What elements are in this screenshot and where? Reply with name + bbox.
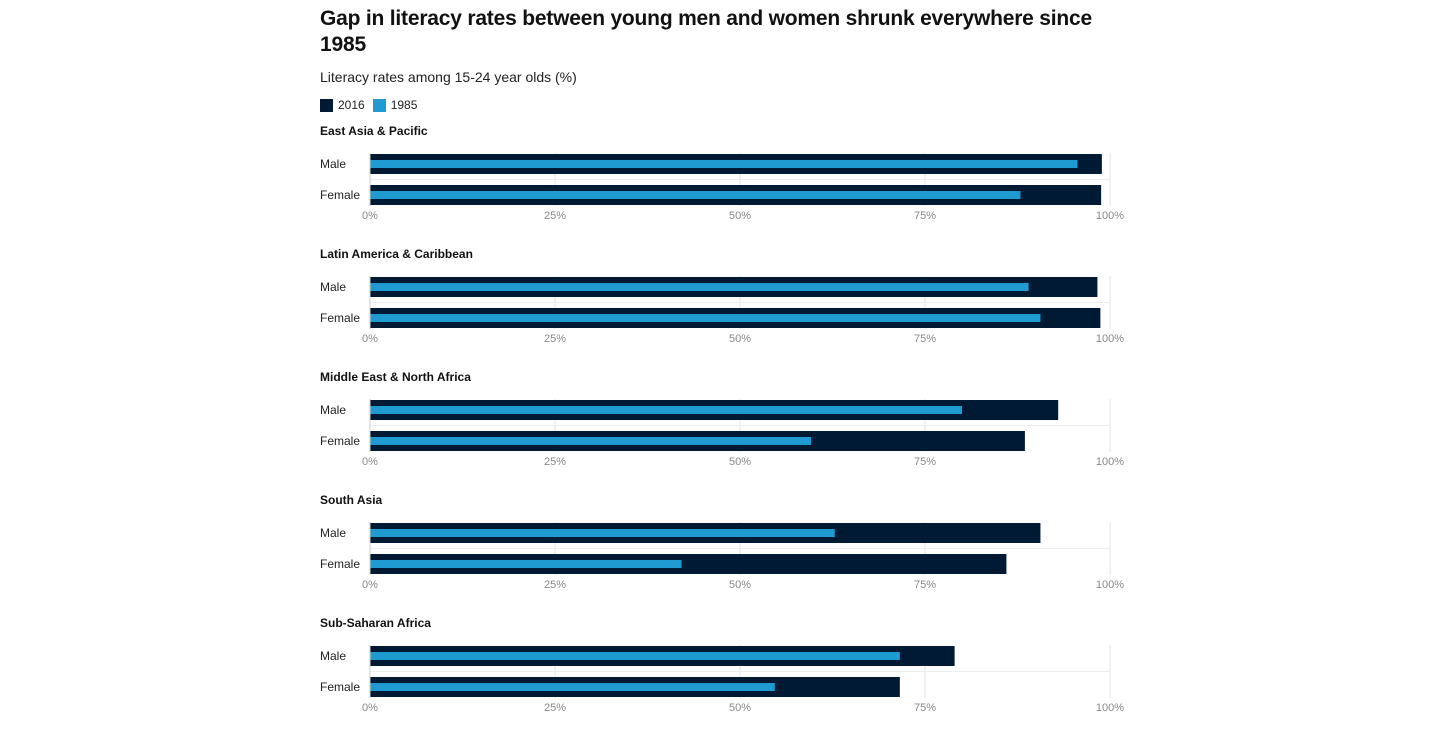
bar-1985-sub-saharan-africa-male <box>370 652 900 660</box>
tick-label-middle-east-north-africa-2: 50% <box>729 456 751 468</box>
tick-label-sub-saharan-africa-2: 50% <box>729 702 751 714</box>
panel-title-sub-saharan-africa: Sub-Saharan Africa <box>320 616 431 630</box>
legend: 2016 1985 <box>320 96 1120 114</box>
chart-title: Gap in literacy rates between young men … <box>320 7 1092 56</box>
category-label-south-asia-female: Female <box>320 557 360 571</box>
tick-label-middle-east-north-africa-3: 75% <box>914 456 936 468</box>
legend-label-1985: 1985 <box>390 98 418 112</box>
tick-label-east-asia-pacific-4: 100% <box>1096 210 1124 222</box>
legend-swatch-1985 <box>372 98 386 112</box>
legend-swatch-2016 <box>320 98 333 112</box>
tick-label-sub-saharan-africa-3: 75% <box>914 702 936 714</box>
category-label-east-asia-pacific-male: Male <box>320 157 346 171</box>
chart-subtitle: Literacy rates among 15-24 year olds (%) <box>320 69 577 85</box>
category-label-middle-east-north-africa-female: Female <box>320 434 360 448</box>
chart-container: Gap in literacy rates between young men … <box>320 6 1124 714</box>
tick-label-east-asia-pacific-3: 75% <box>914 210 936 222</box>
bar-1985-latin-america-caribbean-male <box>370 283 1029 291</box>
legend-item-1985: 1985 <box>372 98 418 112</box>
category-label-east-asia-pacific-female: Female <box>320 188 360 202</box>
tick-label-south-asia-2: 50% <box>729 579 751 591</box>
tick-label-south-asia-0: 0% <box>362 579 378 591</box>
bar-1985-latin-america-caribbean-female <box>370 314 1041 322</box>
legend-item-2016: 2016 <box>320 98 365 112</box>
bar-1985-sub-saharan-africa-female <box>370 683 775 691</box>
tick-label-middle-east-north-africa-0: 0% <box>362 456 378 468</box>
tick-label-middle-east-north-africa-4: 100% <box>1096 456 1124 468</box>
panel-title-south-asia: South Asia <box>320 493 383 507</box>
tick-label-latin-america-caribbean-1: 25% <box>544 333 566 345</box>
tick-label-sub-saharan-africa-0: 0% <box>362 702 378 714</box>
category-label-south-asia-male: Male <box>320 526 346 540</box>
category-label-middle-east-north-africa-male: Male <box>320 403 346 417</box>
bar-1985-south-asia-male <box>370 529 835 537</box>
tick-label-east-asia-pacific-1: 25% <box>544 210 566 222</box>
category-label-sub-saharan-africa-male: Male <box>320 649 346 663</box>
tick-label-south-asia-1: 25% <box>544 579 566 591</box>
tick-label-sub-saharan-africa-4: 100% <box>1096 702 1124 714</box>
tick-label-latin-america-caribbean-3: 75% <box>914 333 936 345</box>
tick-label-latin-america-caribbean-4: 100% <box>1096 333 1124 345</box>
panel-title-east-asia-pacific: East Asia & Pacific <box>320 124 428 138</box>
category-label-latin-america-caribbean-male: Male <box>320 280 346 294</box>
bar-1985-south-asia-female <box>370 560 682 568</box>
category-label-latin-america-caribbean-female: Female <box>320 311 360 325</box>
bar-1985-middle-east-north-africa-male <box>370 406 962 414</box>
bar-2016-south-asia-female <box>370 554 1007 574</box>
tick-label-sub-saharan-africa-1: 25% <box>544 702 566 714</box>
tick-label-latin-america-caribbean-2: 50% <box>729 333 751 345</box>
tick-label-latin-america-caribbean-0: 0% <box>362 333 378 345</box>
category-label-sub-saharan-africa-female: Female <box>320 680 360 694</box>
bar-1985-east-asia-pacific-male <box>370 160 1078 168</box>
tick-label-south-asia-3: 75% <box>914 579 936 591</box>
tick-label-east-asia-pacific-2: 50% <box>729 210 751 222</box>
tick-label-middle-east-north-africa-1: 25% <box>544 456 566 468</box>
bar-1985-middle-east-north-africa-female <box>370 437 812 445</box>
tick-label-east-asia-pacific-0: 0% <box>362 210 378 222</box>
bar-1985-east-asia-pacific-female <box>370 191 1021 199</box>
panel-title-latin-america-caribbean: Latin America & Caribbean <box>320 247 473 261</box>
panel-title-middle-east-north-africa: Middle East & North Africa <box>320 370 471 384</box>
legend-label-2016: 2016 <box>338 98 365 112</box>
tick-label-south-asia-4: 100% <box>1096 579 1124 591</box>
